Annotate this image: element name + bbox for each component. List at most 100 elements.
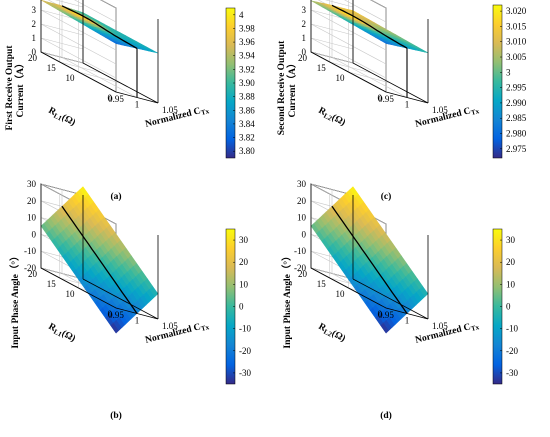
z-tick-label: 1 [32, 33, 37, 43]
surface [40, 186, 159, 334]
z-tick-label: 1 [302, 33, 307, 43]
x-axis-label-sub: Tx [470, 323, 480, 333]
y-tick-label: 0 [108, 309, 113, 319]
surface [310, 0, 429, 54]
surface-patch [419, 48, 429, 54]
colorbar-tick-label: -30 [506, 368, 518, 378]
z-tick-label: -10 [24, 246, 36, 256]
z-tick-label: 2 [302, 19, 307, 29]
y-tick-label: 0 [108, 93, 113, 103]
y-tick-label: 0 [378, 309, 383, 319]
y-tick-label: 20 [28, 269, 38, 279]
nominal-line [61, 5, 138, 49]
x-tick-label: 1 [405, 100, 410, 110]
colorbar-tick-label: 2.995 [506, 83, 527, 93]
y-axis-label: RL1(Ω) [46, 105, 77, 129]
axis-frame-floor [40, 51, 159, 104]
x-tick-label: 1.05 [162, 321, 178, 331]
axis-frame-floor [40, 267, 159, 320]
z-axis-label-line: Second Receive Output [277, 40, 287, 135]
z-axis-label: Input Phase Angle（°） [281, 251, 293, 348]
colorbar-tick-label: 3.020 [506, 6, 527, 16]
colorbar-tick-label: 30 [506, 235, 516, 245]
colorbar-tick-label: 2.990 [506, 98, 527, 108]
x-axis-label-sub: Tx [200, 107, 210, 117]
y-axis-label-sub: L1 [52, 112, 63, 123]
z-tick-label: 20 [297, 196, 307, 206]
z-axis-label: Input Phase Angle（°） [9, 251, 21, 348]
panel-caption: (a) [110, 191, 121, 202]
z-tick-label: 4 [302, 0, 307, 1]
panel-b: -20-10010203001015200.9511.05Normalized … [9, 179, 251, 421]
z-tick-label: 3 [302, 5, 307, 15]
x-tick-label: 1 [405, 316, 410, 326]
nominal-line [61, 205, 138, 314]
z-grid-line [344, 0, 387, 23]
colorbar-tick-label: 10 [239, 279, 249, 289]
colorbar-tick-label: 3.86 [239, 105, 255, 115]
z-axis-label-line: Current（A） [14, 59, 26, 118]
z-tick-label: -20 [24, 263, 36, 273]
y-axis-label-sub: L2 [322, 112, 333, 123]
x-tick-label: 1.05 [432, 105, 448, 115]
x-tick-label: 1.05 [432, 321, 448, 331]
z-tick-label: -20 [294, 263, 306, 273]
z-tick-label: 4 [32, 0, 37, 1]
y-tick-label: 10 [336, 289, 346, 299]
z-tick-label: 0 [32, 47, 37, 57]
z-tick-label: 0 [302, 229, 307, 239]
panel-caption: (d) [380, 410, 392, 421]
colorbar-tick-label: 2.980 [506, 129, 527, 139]
z-tick-label: 0 [302, 47, 307, 57]
x-tick-label: 0.95 [108, 94, 124, 104]
y-tick-label: 0 [378, 93, 383, 103]
y-tick-label: 20 [298, 269, 308, 279]
z-axis-label-line: Current（A） [286, 59, 298, 118]
y-axis-label-sub: L2 [322, 328, 333, 339]
y-tick-label: 10 [66, 289, 76, 299]
colorbar-tick-label: 3 [506, 67, 511, 77]
colorbar-tick-label: 3.88 [239, 92, 255, 102]
z-tick-label: 2 [32, 19, 37, 29]
colorbar-tick-label: 3.96 [239, 37, 255, 47]
axis-frame-floor [310, 267, 429, 320]
colorbar-tick-label: 20 [506, 257, 516, 267]
colorbar-tick-label: 3.98 [239, 23, 255, 33]
x-axis-label-sub: Tx [200, 323, 210, 333]
y-axis-label: RL2(Ω) [316, 105, 347, 129]
colorbar-tick-label: -20 [239, 346, 251, 356]
z-tick-label: 10 [297, 213, 307, 223]
panel-caption: (b) [110, 410, 122, 421]
colorbar-tick-label: 2.985 [506, 113, 527, 123]
y-axis-label: RL2(Ω) [316, 321, 347, 345]
surface-patch [419, 285, 429, 297]
y-tick-label: 20 [28, 53, 38, 63]
z-tick-label: 0 [32, 229, 37, 239]
panel-caption: (c) [381, 191, 392, 202]
surface-patch [149, 285, 159, 297]
y-tick-label: 10 [66, 73, 76, 83]
y-tick-label: 20 [298, 53, 308, 63]
z-tick-label: -10 [294, 246, 306, 256]
colorbar-tick-label: -30 [239, 368, 251, 378]
z-tick-label: 30 [297, 179, 307, 189]
x-tick-label: 1 [135, 100, 140, 110]
x-tick-label: 0.95 [108, 310, 124, 320]
y-tick-label: 15 [47, 63, 57, 73]
colorbar-tick-label: 0 [239, 302, 244, 312]
axis-frame-floor [310, 51, 429, 104]
x-axis-label-sub: Tx [470, 107, 480, 117]
colorbar-tick-label: 3.84 [239, 119, 255, 129]
colorbar-tick-label: 4 [239, 10, 244, 20]
nominal-line [331, 4, 408, 49]
colorbar-tick-label: 2.975 [506, 144, 527, 154]
colorbar [492, 4, 503, 159]
colorbar-tick-label: -10 [506, 324, 518, 334]
z-axis-label: Second Receive OutputCurrent（A） [277, 40, 298, 135]
colorbar-tick-label: 0 [506, 302, 511, 312]
y-tick-label: 10 [336, 73, 346, 83]
surface [310, 186, 429, 334]
